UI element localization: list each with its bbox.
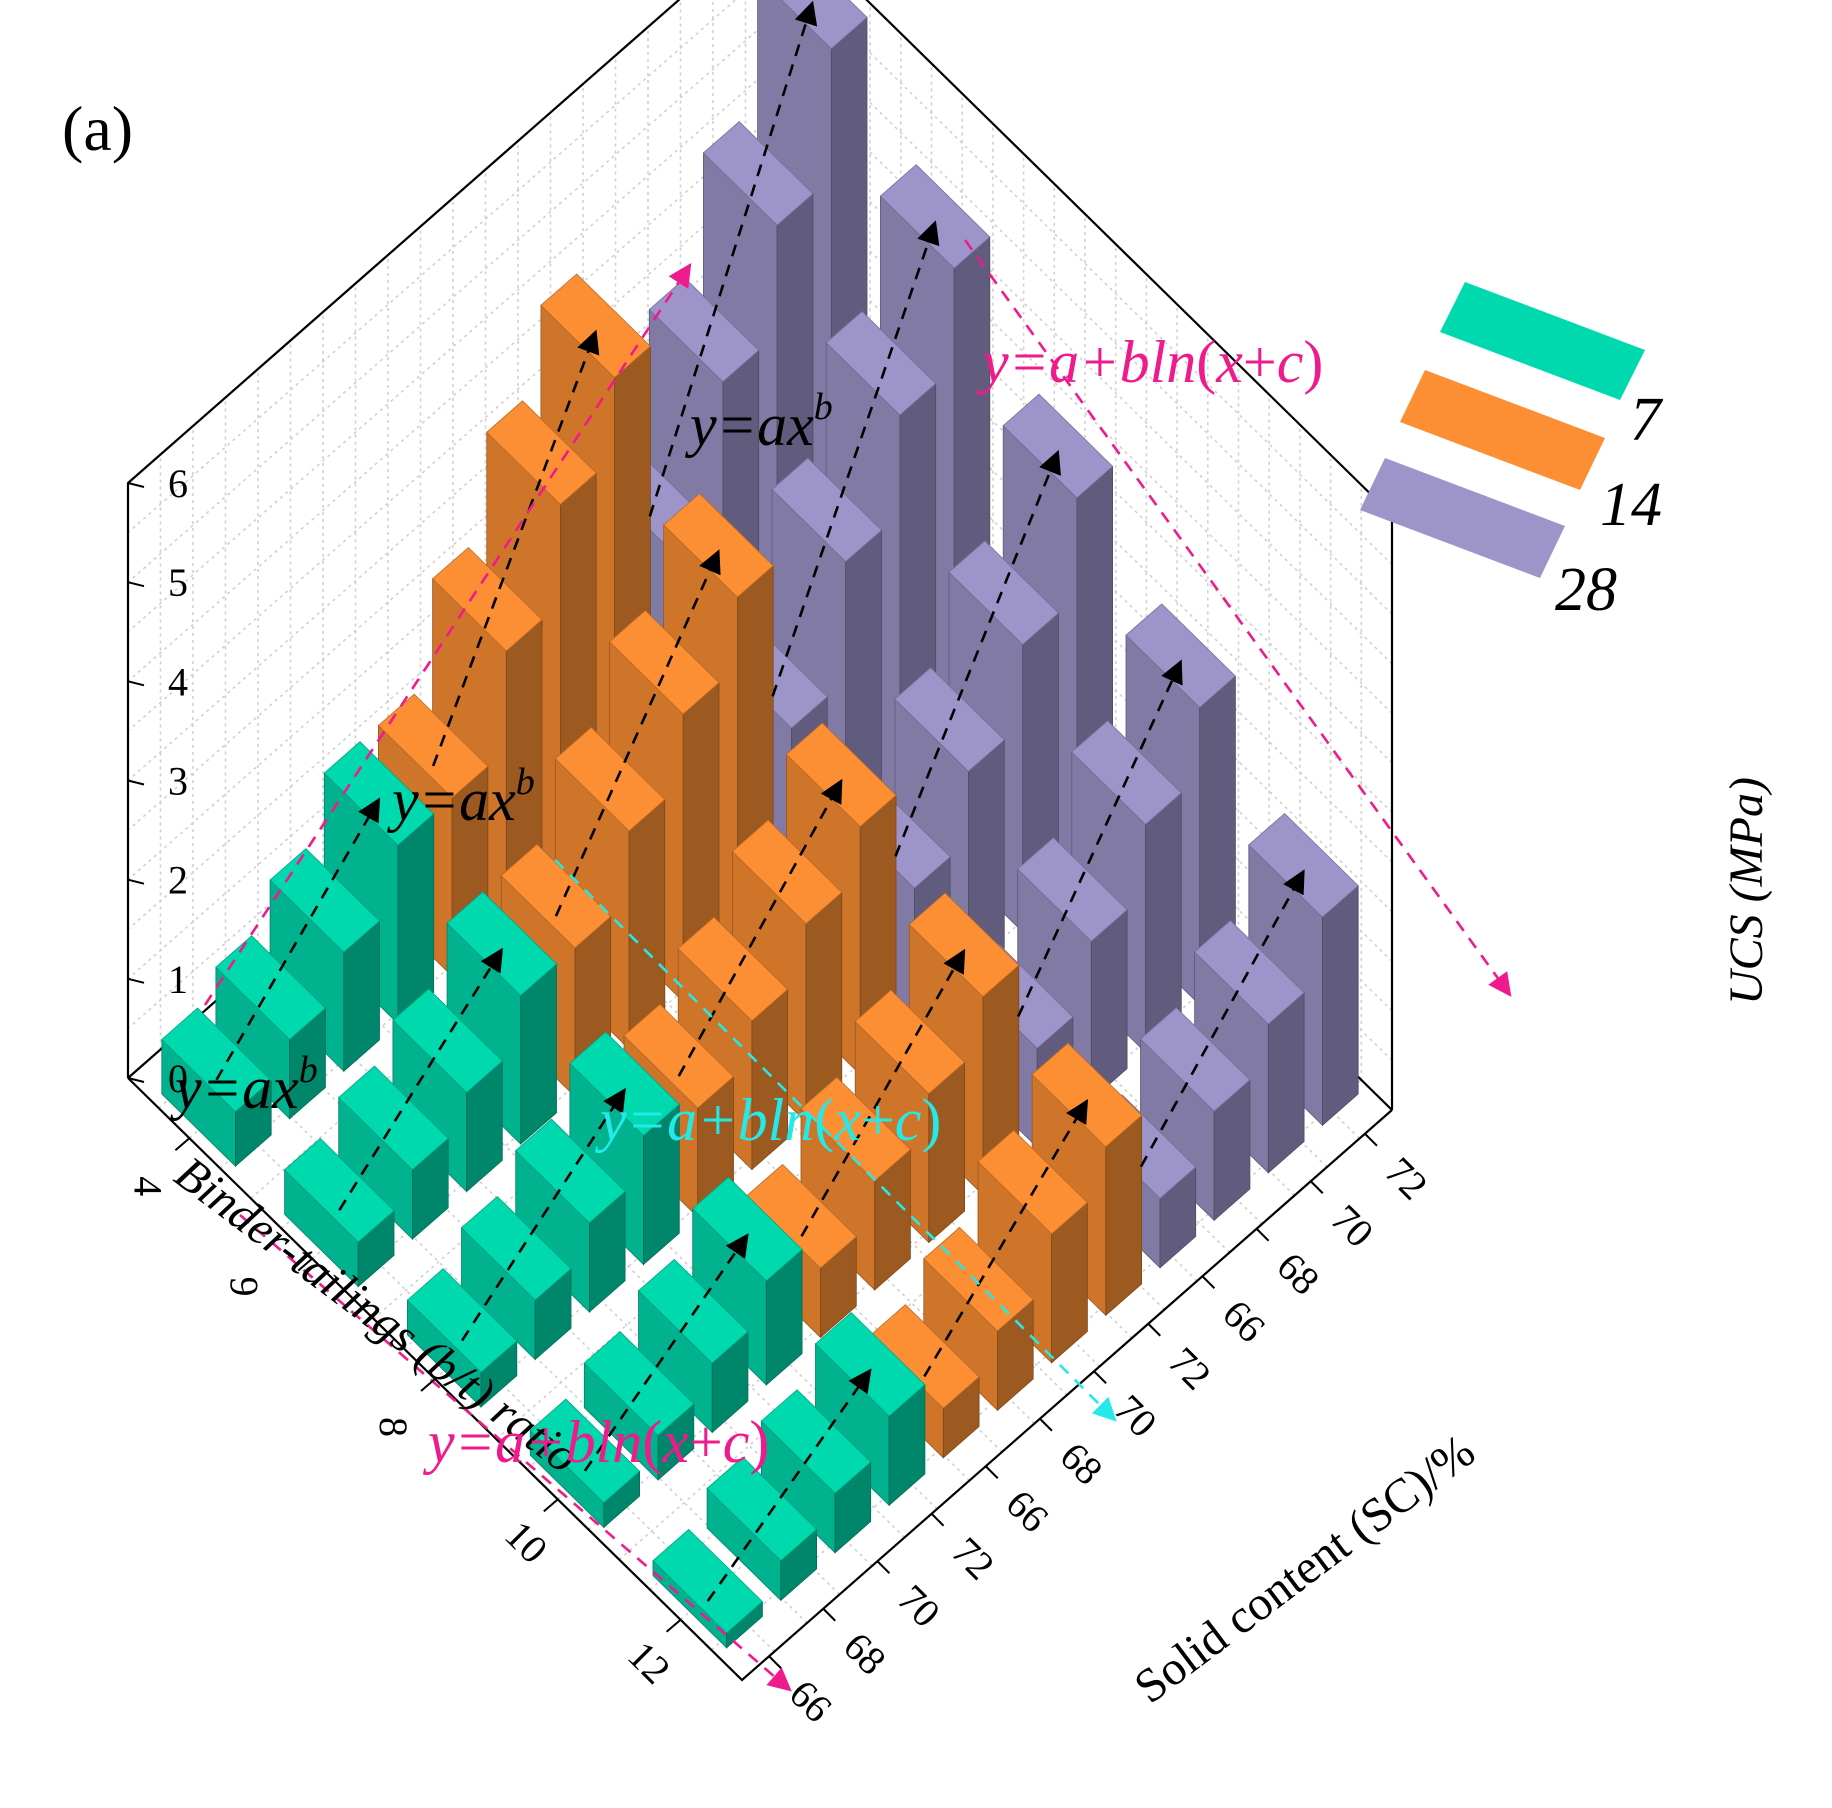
sc-tick-mark	[768, 1655, 782, 1669]
z-tick-mark	[127, 878, 145, 885]
sc-tick-mark	[1364, 1133, 1378, 1147]
z-tick-mark	[127, 482, 145, 488]
legend: 7 14 28	[1360, 282, 1664, 624]
z-tick-label: 3	[168, 759, 188, 804]
trend-arrows	[203, 0, 1512, 1692]
legend-swatch-7	[1440, 282, 1645, 400]
eq-power-28d: y=axb	[684, 386, 833, 458]
bar-7d-btr6-sc66	[284, 1137, 395, 1288]
bar-7d-btr10-sc68	[583, 1331, 695, 1481]
trend-arrow-14d-4	[431, 329, 600, 767]
sc-tick-label: 70	[1106, 1386, 1166, 1446]
z-tick-mark	[127, 779, 145, 786]
sc-tick-label: 68	[1268, 1243, 1328, 1303]
bar-28d-btr10-sc68	[1017, 837, 1128, 1101]
trend-arrow-14d-6	[554, 549, 721, 917]
equation-annotations: y=axb y=axb y=axb y=a+bln(x+c) y=a+bln(x+c) y…	[169, 329, 1323, 1475]
trend-arrow-28d-10	[1017, 659, 1183, 1018]
bar-14d-btr12-sc68	[923, 1226, 1034, 1412]
sc-tick-label: 68	[835, 1623, 895, 1683]
btr-tick-mark	[174, 1137, 191, 1151]
trend-arrow-14d-8	[677, 778, 843, 1077]
sc-tick-label: 70	[1322, 1196, 1382, 1256]
z-tick-mark	[127, 977, 145, 984]
legend-swatch-28	[1360, 458, 1565, 578]
eq-log-28d: y=a+bln(x+c)	[976, 329, 1323, 395]
sc-tick-mark	[985, 1465, 999, 1479]
z-tick-label: 4	[168, 659, 188, 704]
pink-arrow-28d	[963, 239, 1512, 997]
bar-7d-btr4-sc66	[161, 1007, 272, 1168]
trend-arrow-28d-12	[1139, 869, 1305, 1168]
sc-tick-mark	[1310, 1180, 1324, 1194]
eq-log-7d: y=a+bln(x+c)	[422, 1409, 769, 1475]
sc-tick-label: 66	[997, 1481, 1057, 1541]
sc-tick-label: 72	[1160, 1338, 1220, 1398]
sc-tick-mark	[1093, 1370, 1107, 1384]
bars	[161, 0, 1359, 1649]
z-tick-mark	[127, 581, 145, 588]
eq-log-14d: y=a+bln(x+c)	[594, 1087, 941, 1153]
bar-7d-btr8-sc66	[406, 1268, 518, 1408]
cyan-arrow-14d	[554, 859, 1117, 1422]
trend-arrow-28d-4	[648, 0, 818, 517]
trend-arrow-7d-6	[338, 947, 504, 1211]
btr-tick-label: 4	[125, 1176, 170, 1196]
z-tick-label: 5	[168, 560, 188, 605]
trend-arrow-7d-8	[460, 1087, 626, 1342]
y-axis-title: Solid content (SC)/%	[1125, 1424, 1485, 1713]
legend-label-7: 7	[1630, 386, 1664, 454]
btr-tick-label: 6	[221, 1277, 266, 1297]
trend-arrow-14d-10	[800, 948, 966, 1237]
btr-tick-label: 8	[371, 1417, 416, 1437]
sc-tick-mark	[1201, 1275, 1216, 1289]
z-tick-label: 0	[168, 1056, 188, 1101]
bar-7d-btr12-sc68	[706, 1456, 818, 1602]
bar-7d-btr6-sc70	[392, 988, 503, 1193]
sc-tick-mark	[822, 1608, 836, 1622]
sc-tick-mark	[930, 1513, 945, 1527]
btr-tick-mark	[665, 1619, 682, 1633]
btr-tick-label: 10	[496, 1512, 556, 1572]
legend-label-14: 14	[1600, 471, 1662, 539]
sc-tick-label: 68	[1052, 1433, 1112, 1493]
sc-tick-mark	[1039, 1418, 1053, 1432]
sc-tick-mark	[1147, 1323, 1161, 1337]
eq-power-7d: y=axb	[169, 1049, 318, 1121]
bar-7d-btr10-sc66	[529, 1398, 641, 1529]
trend-arrow-7d-10	[583, 1233, 749, 1472]
bar-7d-btr12-sc70	[760, 1389, 872, 1554]
btr-tick-label: 12	[619, 1632, 679, 1692]
sc-tick-label: 72	[943, 1528, 1003, 1588]
eq-power-14d: y=axb	[386, 761, 535, 833]
btr-tick-mark	[420, 1378, 436, 1392]
btr-tick-mark	[297, 1257, 313, 1272]
legend-label-28: 28	[1555, 556, 1617, 624]
panel-label: (a)	[62, 93, 133, 164]
bar-7d-btr6-sc68	[338, 1065, 449, 1241]
z-axis-title: UCS (MPa)	[1720, 777, 1773, 1005]
btr-tick-mark	[543, 1498, 559, 1513]
sc-tick-label: 72	[1377, 1148, 1437, 1208]
sc-tick-label: 66	[1214, 1291, 1274, 1351]
trend-arrow-28d-8	[894, 449, 1061, 857]
z-tick-mark	[127, 680, 145, 687]
z-tick-label: 6	[168, 461, 188, 506]
bar-7d-btr10-sc70	[637, 1258, 749, 1434]
pink-arrow-7d	[239, 1214, 792, 1692]
sc-tick-mark	[1255, 1228, 1270, 1242]
trend-arrow-7d-12	[706, 1368, 872, 1602]
sc-tick-mark	[876, 1560, 891, 1574]
sc-tick-label: 70	[889, 1576, 949, 1636]
z-tick-label: 1	[168, 957, 188, 1002]
z-tick-label: 2	[168, 858, 188, 903]
z-tick-mark	[127, 1077, 145, 1083]
legend-swatch-14	[1400, 370, 1605, 490]
trend-arrow-14d-12	[923, 1098, 1089, 1378]
pink-arrow-upper-left	[203, 263, 692, 1006]
sc-tick-label: 66	[781, 1671, 841, 1731]
